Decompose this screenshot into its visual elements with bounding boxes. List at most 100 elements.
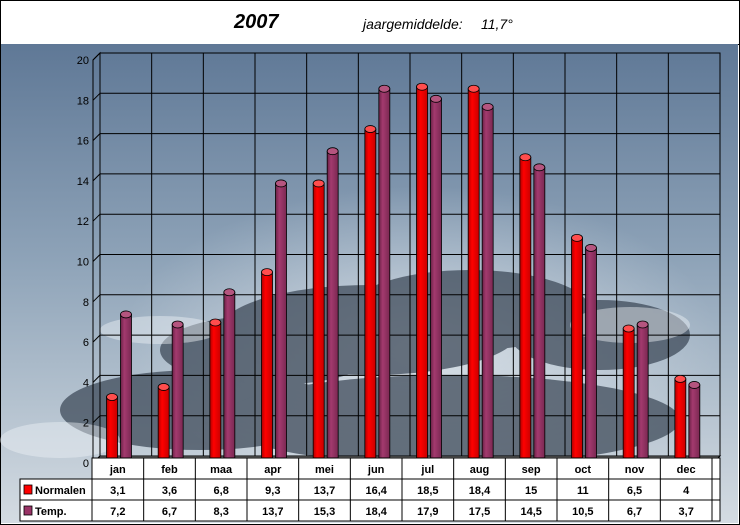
bar-body — [120, 314, 132, 460]
bar-top — [571, 233, 583, 242]
x-tick-label: mei — [315, 464, 334, 476]
x-tick-label: aug — [470, 464, 490, 476]
bar-body — [416, 86, 428, 460]
bar-body — [312, 183, 325, 460]
bar-body — [378, 88, 391, 460]
bar-top — [261, 268, 273, 277]
bar-temp — [223, 288, 236, 460]
bar-top — [312, 179, 325, 188]
data-label: 8,3 — [214, 506, 229, 518]
bar-top — [622, 324, 635, 333]
gridline-side — [92, 415, 101, 424]
y-tick-label: 12 — [77, 216, 89, 228]
bar-temp — [585, 244, 597, 460]
bar-body — [519, 156, 532, 460]
data-label: 18,4 — [469, 485, 491, 497]
bar-normalen — [209, 318, 222, 460]
bar-body — [106, 396, 118, 460]
bar-temp — [688, 381, 701, 460]
bar-body — [571, 237, 583, 460]
bar-top — [378, 84, 391, 93]
bar-top — [157, 383, 170, 391]
x-tick-label: jul — [420, 464, 434, 476]
data-label: 13,7 — [262, 506, 283, 518]
bar-body — [481, 106, 494, 460]
y-tick-label: 8 — [83, 297, 89, 309]
gridline-side — [92, 52, 101, 61]
bar-normalen — [106, 393, 118, 460]
bar-body — [622, 328, 635, 460]
bar-body — [467, 88, 480, 460]
bar-temp — [326, 147, 339, 460]
chart-title: 2007 — [234, 11, 279, 33]
bar-normalen — [674, 374, 687, 460]
bar-body — [157, 386, 170, 460]
bar-top — [636, 320, 649, 329]
data-label: 15 — [525, 485, 537, 497]
bar-top — [275, 179, 287, 188]
bar-body — [674, 378, 687, 460]
x-tick-label: maa — [210, 464, 233, 476]
bar-top — [171, 320, 184, 329]
bar-normalen — [622, 324, 635, 460]
bar-top — [364, 125, 377, 133]
data-label: 13,7 — [314, 485, 335, 497]
bar-body — [261, 271, 273, 460]
data-label: 16,4 — [365, 485, 387, 497]
bar-temp — [378, 84, 391, 460]
bar-top — [209, 318, 222, 327]
bar-temp — [430, 94, 442, 460]
bar-body — [430, 98, 442, 460]
bar-body — [364, 128, 377, 460]
bar-body — [171, 324, 184, 460]
bar-body — [326, 150, 339, 460]
x-tick-label: sep — [522, 464, 541, 476]
data-label: 3,7 — [679, 506, 694, 518]
bar-top — [674, 374, 687, 383]
bar-normalen — [261, 268, 273, 460]
data-label: 15,3 — [314, 506, 335, 518]
data-label: 17,9 — [417, 506, 438, 518]
x-tick-label: nov — [625, 464, 645, 476]
data-label: 17,5 — [469, 506, 490, 518]
bar-temp — [636, 320, 649, 460]
data-label: 14,5 — [520, 506, 541, 518]
gridline-side — [92, 334, 101, 343]
y-tick-label: 2 — [83, 418, 89, 430]
data-label: 6,8 — [214, 485, 229, 497]
y-tick-label: 10 — [77, 257, 89, 269]
y-tick-label: 20 — [77, 55, 89, 67]
data-label: 3,6 — [162, 485, 177, 497]
gridline-side — [92, 375, 101, 383]
bar-body — [688, 384, 701, 460]
bar-top — [106, 393, 118, 401]
bar-top — [467, 84, 480, 93]
data-label: 10,5 — [572, 506, 593, 518]
legend-swatch — [23, 484, 33, 495]
bar-body — [533, 166, 546, 460]
bar-normalen — [571, 233, 583, 460]
bar-body — [223, 291, 236, 460]
x-tick-label: oct — [575, 464, 592, 476]
data-label: 9,3 — [265, 485, 280, 497]
legend-swatch — [23, 505, 33, 516]
gridline-side — [92, 254, 101, 262]
x-tick-label: dec — [677, 464, 696, 476]
chart-header: 2007 jaargemiddelde: 11,7° — [1, 1, 739, 45]
bar-temp — [120, 310, 132, 460]
x-tick-label: feb — [161, 464, 178, 476]
bar-temp — [533, 163, 546, 460]
bar-body — [636, 324, 649, 460]
data-label: 18,4 — [365, 506, 387, 518]
y-tick-label: 18 — [77, 95, 89, 107]
annual-average-label: jaargemiddelde: — [363, 16, 463, 32]
data-label: 7,2 — [110, 506, 125, 518]
x-tick-label: jan — [109, 464, 126, 476]
bar-top — [481, 102, 494, 111]
bar-normalen — [312, 179, 325, 460]
gridline-side — [92, 133, 101, 141]
gridline-side — [92, 173, 101, 182]
data-label: 6,7 — [162, 506, 177, 518]
annual-average-value: 11,7° — [481, 16, 513, 32]
bar-top — [416, 82, 428, 91]
